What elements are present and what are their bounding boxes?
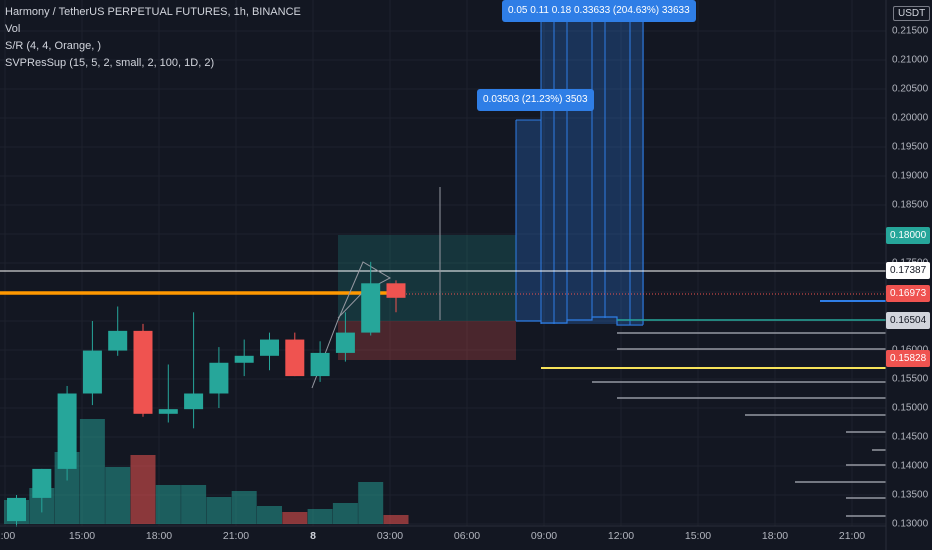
candle-body: [7, 497, 26, 522]
price-axis-label: 0.18500: [892, 199, 929, 211]
candle-body: [32, 468, 52, 498]
time-axis-label: 18:00: [145, 530, 173, 542]
chart-legend: Harmony / TetherUS PERPETUAL FUTURES, 1h…: [5, 4, 301, 72]
price-axis-label: 0.20500: [892, 83, 929, 95]
candle-body: [184, 393, 204, 410]
volume-bar: [358, 482, 384, 524]
time-axis-label: 15:00: [684, 530, 712, 542]
volume-bar: [105, 467, 131, 524]
legend-svp[interactable]: SVPResSup (15, 5, 2, small, 2, 100, 1D, …: [5, 57, 215, 69]
price-tag-entry: 0.16504: [886, 312, 931, 329]
time-axis-label: 06:00: [453, 530, 481, 542]
time-axis-label: 21:00: [838, 530, 866, 542]
projection-columns: [515, 8, 644, 326]
time-axis-label: 21:00: [222, 530, 250, 542]
candle-body: [108, 330, 128, 351]
candle-body: [133, 330, 153, 414]
volume-bar: [155, 485, 181, 524]
price-axis-label: 0.14000: [892, 460, 929, 472]
volume-bar: [307, 509, 333, 524]
time-axis-label: 03:00: [376, 530, 404, 542]
volume-bar: [206, 497, 232, 524]
volume-bar: [130, 455, 156, 524]
legend-sr[interactable]: S/R (4, 4, Orange, ): [5, 40, 101, 52]
price-axis-label: 0.21500: [892, 25, 929, 37]
time-axis-label: 15:00: [68, 530, 96, 542]
price-axis-label: 0.13000: [892, 518, 929, 530]
candle-body: [158, 409, 178, 414]
candle-body: [234, 355, 254, 363]
price-axis-label: 0.15500: [892, 373, 929, 385]
price-axis-label: 0.19500: [892, 141, 929, 153]
volume-bar: [231, 491, 257, 524]
time-axis-label: 09:00: [530, 530, 558, 542]
candle-body: [310, 352, 330, 377]
price-axis-label: 0.14500: [892, 431, 929, 443]
time-axis-label: 2:00: [0, 530, 16, 542]
svp-levels: [592, 332, 886, 517]
volume-bars: [4, 419, 409, 524]
candle-body: [335, 332, 355, 353]
price-tag-take-profit: 0.18000: [886, 227, 931, 244]
time-axis-label: 8: [310, 530, 316, 542]
legend-vol[interactable]: Vol: [5, 23, 21, 35]
triangle-pattern: [311, 261, 392, 389]
price-axis-label: 0.15000: [892, 402, 929, 414]
volume-bar: [79, 419, 105, 524]
price-axis-label: 0.20000: [892, 112, 929, 124]
candle-body: [386, 283, 406, 298]
price-axis-label: 0.19000: [892, 170, 929, 182]
volume-bar: [181, 485, 207, 524]
volume-bar: [257, 506, 282, 524]
price-tag-stop: 0.15828: [886, 350, 931, 367]
price-axis-label: 0.13500: [892, 489, 929, 501]
measure-tooltip: 0.05 0.11 0.18 0.33633 (204.63%) 33633: [502, 0, 696, 22]
long-position-tooltip: 0.03503 (21.23%) 3503: [477, 89, 594, 111]
candles: [7, 261, 406, 527]
candle-body: [285, 339, 305, 377]
candle-body: [209, 362, 229, 394]
candle-body: [57, 393, 77, 469]
time-axis-label: 18:00: [761, 530, 789, 542]
volume-bar: [282, 512, 308, 524]
currency-badge[interactable]: USDT: [893, 6, 931, 21]
candle-body: [82, 350, 102, 394]
candle-body: [260, 339, 279, 356]
candle-body: [361, 283, 381, 333]
time-axis-label: 12:00: [607, 530, 635, 542]
price-tag-last: 0.17387: [886, 262, 931, 279]
legend-title: Harmony / TetherUS PERPETUAL FUTURES, 1h…: [5, 6, 301, 18]
volume-bar: [332, 503, 358, 524]
price-axis-label: 0.21000: [892, 54, 929, 66]
volume-bar: [383, 515, 409, 524]
price-tag-close: 0.16973: [886, 285, 931, 302]
